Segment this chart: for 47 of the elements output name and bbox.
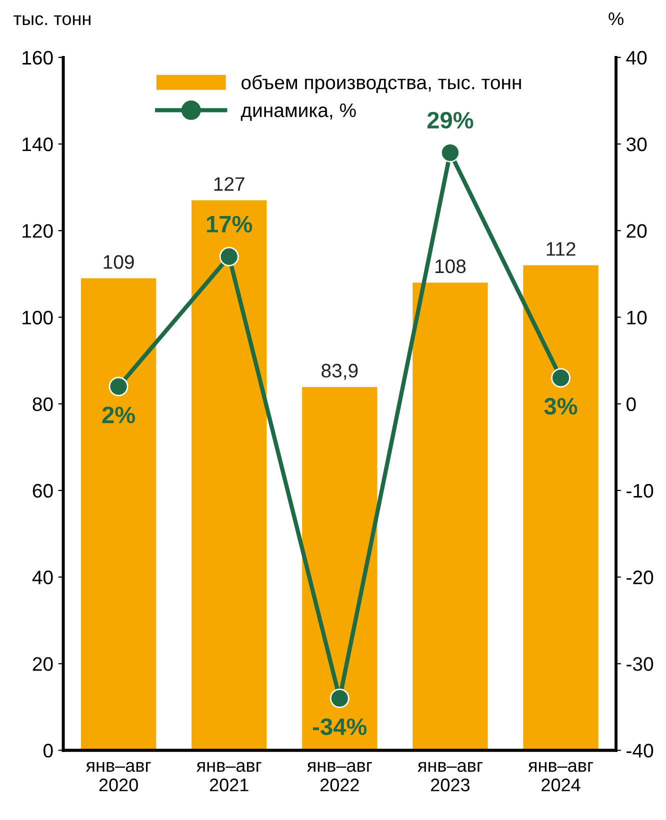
y2-axis-title: % — [608, 12, 624, 26]
bar — [80, 278, 156, 750]
data-label: 3% — [544, 398, 578, 415]
x-tick-label: янв–авг 2024 — [528, 762, 594, 792]
data-label: 17% — [206, 216, 252, 232]
x-tick-label: янв–авг 2021 — [196, 762, 262, 792]
y-tick-label: 120 — [22, 224, 53, 238]
y2-tick-label: 30 — [626, 137, 647, 152]
y2-tick-label: 20 — [626, 224, 647, 238]
y-tick-label: 80 — [32, 397, 53, 412]
bar — [412, 282, 488, 750]
point — [330, 688, 350, 708]
data-label: 109 — [104, 255, 134, 269]
y2-tick-label: 0 — [626, 397, 636, 412]
data-label: 83,9 — [322, 364, 358, 380]
y-axis-title: тыс. тонн — [14, 15, 90, 26]
x-tick-label: янв–авг 2023 — [418, 762, 482, 792]
y2-tick-label: 10 — [627, 310, 647, 324]
data-label: 2% — [102, 406, 135, 424]
point — [551, 368, 570, 388]
data-label: -34% — [313, 718, 367, 736]
point — [440, 142, 460, 162]
point — [108, 376, 128, 396]
x-tick-label: янв–авг 2020 — [86, 762, 151, 792]
y-tick-label: 0 — [43, 744, 53, 758]
y2-tick-label: -30 — [626, 657, 654, 671]
data-label: 108 — [435, 259, 466, 274]
y-tick-label: 140 — [22, 137, 53, 152]
legend-label: динамика, % — [240, 104, 356, 121]
data-label: 29% — [427, 112, 474, 129]
bar — [302, 386, 378, 750]
y2-tick-label: -20 — [626, 570, 654, 584]
legend-label: объем производства, тыс. тонн — [242, 74, 521, 94]
y-tick-label: 20 — [32, 657, 53, 671]
y2-tick-label: -10 — [626, 484, 654, 498]
y2-tick-label: 40 — [626, 50, 647, 65]
y-tick-label: 40 — [32, 570, 53, 584]
data-label: 127 — [214, 177, 244, 191]
y-tick-label: 160 — [22, 50, 53, 65]
data-label: 112 — [546, 242, 576, 256]
bar — [523, 265, 598, 750]
point — [219, 246, 239, 266]
y2-tick-label: -40 — [626, 744, 654, 758]
y-tick-label: 100 — [22, 310, 53, 324]
y-tick-label: 60 — [32, 484, 53, 498]
bar — [192, 200, 267, 750]
x-tick-label: янв–авг 2022 — [307, 762, 372, 792]
